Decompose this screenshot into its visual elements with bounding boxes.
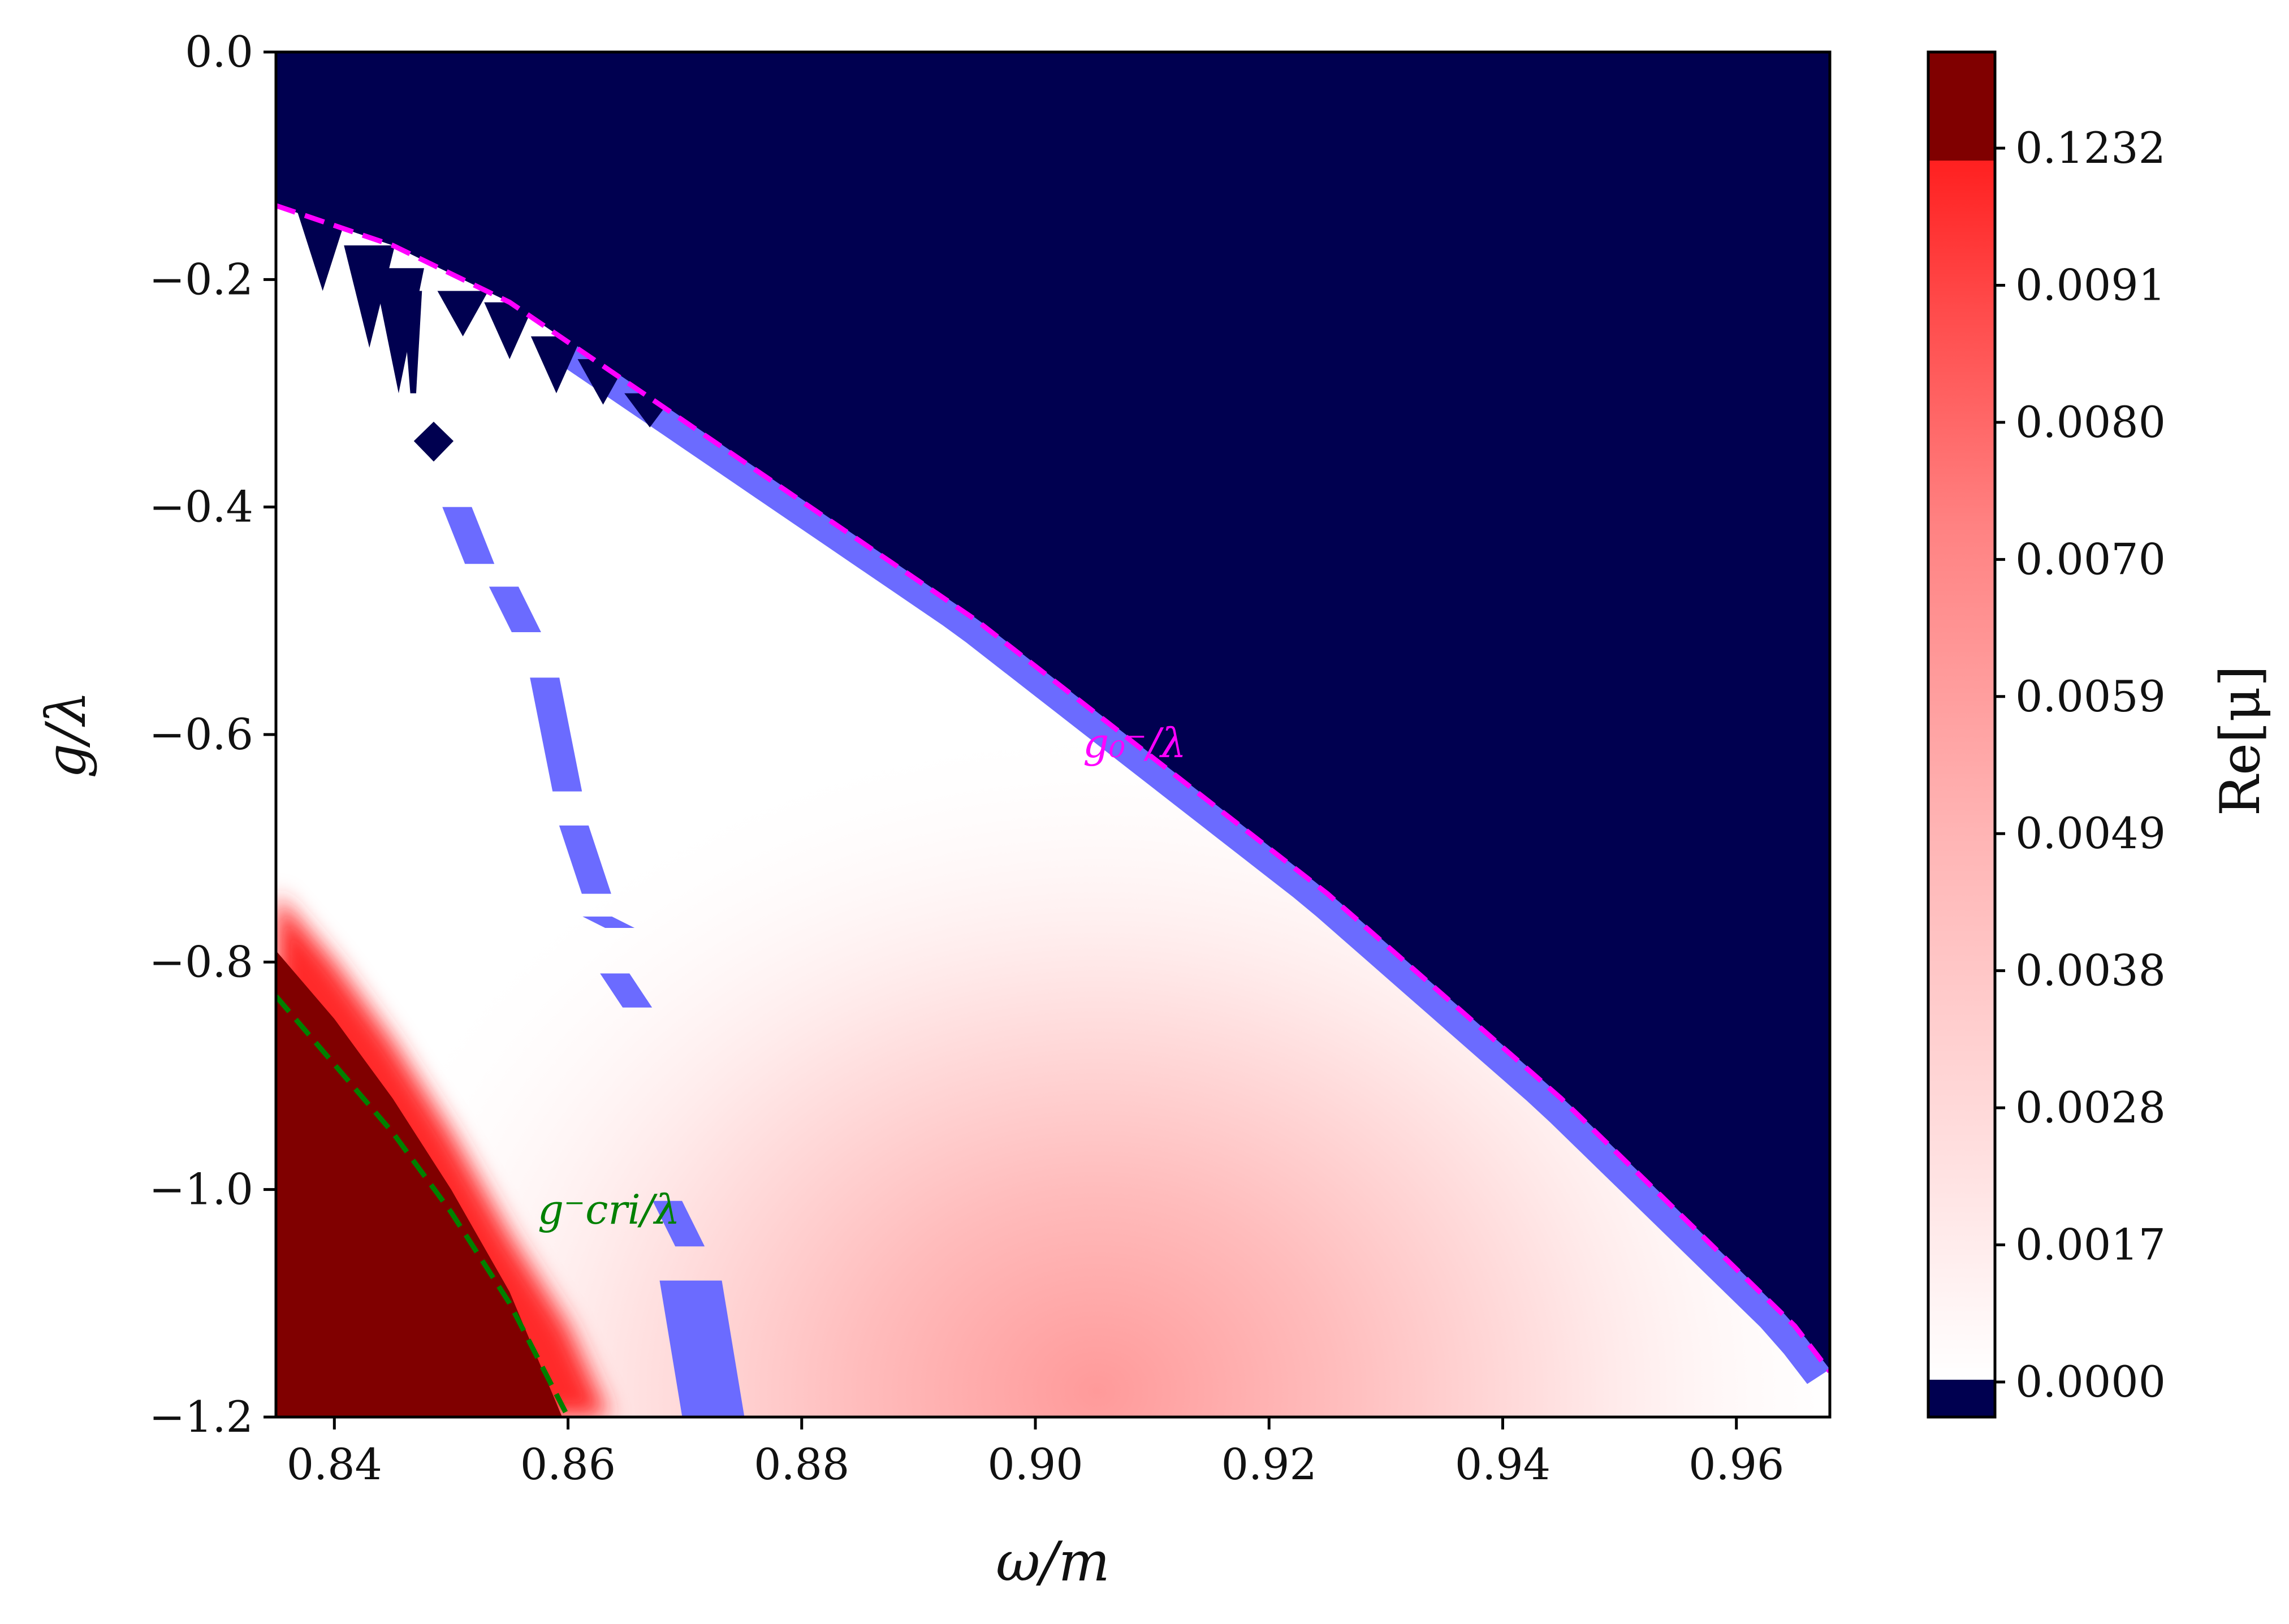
y-tick-label: −0.4	[149, 482, 253, 532]
curve-gcri-	[276, 994, 571, 1417]
dark-spike	[624, 393, 676, 427]
x-tick-label: 0.96	[1688, 1439, 1784, 1489]
colorbar: 0.0000 0.0017 0.0028 0.0038 0.0049 0.0059 0.00…	[1927, 50, 2166, 1419]
curve-g0-	[276, 203, 1830, 1374]
colorbar-tick-label: 0.1232	[2015, 123, 2166, 173]
axes: 0.84 0.86 0.88 0.90 0.92 0.94 0.96 0.0 −0.2 −0.4 −…	[149, 27, 1832, 1489]
y-tick-label: −1.2	[149, 1392, 253, 1442]
colorbar-tick-label: 0.0038	[2015, 945, 2166, 996]
blue-streak	[442, 507, 495, 564]
blue-streak	[653, 1200, 705, 1247]
colorbar-frame	[1927, 50, 1997, 1419]
colorbar-tick-label: 0.0059	[2015, 671, 2166, 722]
y-tick-label: −0.2	[149, 254, 253, 304]
dark-region	[276, 52, 1830, 1372]
colorbar-label: Re[μ]	[2209, 666, 2272, 816]
dark-diamond	[413, 421, 454, 462]
x-tick-label: 0.84	[287, 1439, 382, 1489]
colorbar-bottom-segment	[1928, 1380, 1995, 1417]
blue-streak	[530, 677, 582, 792]
colorbar-tick-label: 0.0049	[2015, 808, 2166, 858]
y-tick-label: −0.8	[149, 936, 253, 987]
curve-annotation-1: g⁻cri/λ	[538, 1186, 680, 1233]
y-tick-label: −0.6	[149, 709, 253, 759]
dark-spike	[437, 291, 489, 336]
colorbar-tick-label: 0.0070	[2015, 534, 2166, 584]
x-tick-label: 0.86	[520, 1439, 616, 1489]
x-tick-label: 0.88	[754, 1439, 849, 1489]
dark-spike	[297, 211, 348, 291]
blue-streak	[489, 586, 541, 632]
colorbar-gradient	[1928, 161, 1995, 1380]
blue-streak	[559, 825, 611, 894]
colorbar-tick-label: 0.0080	[2015, 397, 2166, 447]
y-axis-label: g/λ	[34, 691, 98, 779]
x-tick-label: 0.94	[1455, 1439, 1551, 1489]
dark-spike	[484, 302, 535, 360]
blue-streak	[582, 916, 635, 928]
colorbar-top-segment	[1928, 52, 1995, 161]
colorbar-tick-label: 0.0028	[2015, 1082, 2166, 1133]
curve-annotation-0: g₀⁻/λ	[1083, 719, 1186, 767]
blue-streak	[659, 1280, 745, 1417]
dark-spike	[530, 336, 582, 394]
x-tick-label: 0.92	[1221, 1439, 1317, 1489]
x-tick-label: 0.90	[987, 1439, 1083, 1489]
colorbar-tick-label: 0.0000	[2015, 1357, 2166, 1407]
dark-spike	[577, 359, 629, 405]
colorbar-tick-label: 0.0091	[2015, 260, 2166, 310]
saturated-red-region	[276, 951, 563, 1417]
y-tick-label: −1.0	[149, 1164, 253, 1215]
y-tick-label: 0.0	[185, 27, 253, 77]
colorbar-tick-label: 0.0017	[2015, 1220, 2166, 1270]
plot-area: g₀⁻/λ g⁻cri/λ	[276, 52, 1830, 1417]
x-axis-label: ω/m	[996, 1530, 1110, 1593]
dark-spike	[402, 291, 422, 394]
blue-streak	[600, 973, 653, 1008]
